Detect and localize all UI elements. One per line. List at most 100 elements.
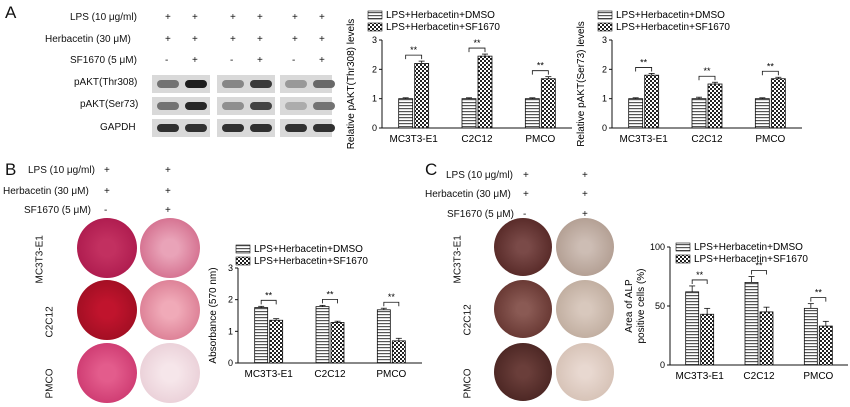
bar — [744, 282, 759, 366]
stained-well — [556, 280, 614, 338]
treatment-label: Herbacetin (30 μM) — [3, 186, 89, 197]
chart-alp-area: 0 50 100 Area of ALP positive cells (%) ** MC3… — [624, 242, 848, 382]
y-axis-label: Relative pAKT(Ser73) levels — [576, 21, 587, 147]
y-axis-label: Area of ALP — [624, 279, 635, 333]
stained-well — [494, 218, 552, 276]
y-tick-label: 1 — [228, 326, 233, 336]
legend-label: LPS+Herbacetin+DMSO — [254, 244, 363, 255]
treatment-mark: + — [230, 34, 236, 45]
x-tick-label: PMCO — [755, 134, 785, 145]
chart-pakt-ser73: 0 1 2 3 Relative pAKT(Ser73) levels ** MC3T3-E… — [576, 10, 802, 147]
legend-swatch — [597, 22, 613, 32]
gel-strip — [152, 119, 210, 137]
bar — [707, 83, 723, 129]
blot-band — [285, 80, 307, 88]
significance-bracket — [383, 301, 400, 307]
treatment-mark: + — [582, 209, 588, 220]
treatment-mark: + — [230, 12, 236, 23]
treatment-mark: + — [523, 189, 529, 200]
treatment-mark: + — [257, 34, 263, 45]
treatment-mark: - — [165, 55, 169, 66]
significance-label: ** — [326, 289, 334, 299]
legend-swatch — [235, 244, 251, 254]
treatment-label: LPS (10 μg/ml) — [28, 165, 95, 176]
treatment-mark: + — [319, 12, 325, 23]
blot-band — [250, 102, 272, 110]
stained-well — [77, 280, 137, 340]
x-tick-label: C2C12 — [314, 369, 346, 380]
y-tick-label: 3 — [602, 35, 607, 45]
x-tick-label: PMCO — [803, 371, 833, 382]
blot-band — [285, 124, 307, 132]
stained-well — [140, 280, 200, 340]
chart-absorbance: 0 1 2 3 Absorbance (570 nm) ** MC3T3-E1 ** C2C12… — [208, 244, 422, 380]
significance-label: ** — [767, 61, 775, 71]
blot-band — [157, 102, 179, 110]
significance-bracket — [698, 75, 716, 81]
bar — [628, 98, 644, 129]
bar — [540, 78, 556, 129]
treatment-mark: + — [165, 205, 171, 216]
legend-swatch — [597, 10, 613, 20]
treatment-mark: - — [523, 209, 527, 220]
legend-swatch — [367, 10, 383, 20]
x-tick-label: C2C12 — [743, 371, 775, 382]
bar — [376, 309, 391, 364]
blot-band — [222, 102, 244, 110]
legend-label: LPS+Herbacetin+DMSO — [386, 10, 495, 21]
stained-well — [77, 218, 137, 278]
blot-band — [250, 80, 272, 88]
bar — [398, 98, 414, 129]
bar — [818, 325, 833, 366]
y-tick-label: 1 — [372, 94, 377, 104]
stained-well — [140, 343, 200, 403]
blot-band — [250, 124, 272, 132]
bar — [700, 313, 715, 366]
bar — [254, 307, 269, 364]
y-tick-label: 2 — [602, 64, 607, 74]
bar — [644, 74, 660, 129]
treatment-label: SF1670 (5 μM) — [24, 205, 91, 216]
treatment-mark: + — [319, 34, 325, 45]
legend-label: LPS+Herbacetin+SF1670 — [694, 254, 808, 265]
bar — [691, 98, 707, 129]
gel-strip — [217, 75, 275, 93]
blot-band — [157, 124, 179, 132]
significance-label: ** — [815, 288, 823, 298]
panel-letter-a: A — [5, 3, 17, 22]
stained-well — [494, 343, 552, 401]
significance-label: ** — [537, 61, 545, 71]
treatment-mark: + — [582, 189, 588, 200]
x-tick-label: PMCO — [525, 134, 555, 145]
bar — [391, 340, 406, 364]
bar — [759, 311, 774, 366]
blot-label: pAKT(Thr308) — [74, 77, 138, 88]
y-axis-label: positive cells (%) — [636, 268, 647, 343]
treatment-mark: + — [257, 55, 263, 66]
legend-label: LPS+Herbacetin+SF1670 — [616, 22, 730, 33]
significance-label: ** — [640, 57, 648, 67]
treatment-mark: - — [104, 205, 108, 216]
stained-well — [556, 343, 614, 401]
significance-label: ** — [388, 292, 396, 302]
significance-label: ** — [755, 261, 763, 271]
panel-letter-b: B — [5, 160, 17, 179]
significance-bracket — [761, 70, 779, 76]
y-tick-label: 0 — [372, 123, 377, 133]
treatment-mark: + — [257, 12, 263, 23]
blot-band — [222, 124, 244, 132]
significance-label: ** — [696, 270, 704, 280]
bar — [524, 98, 540, 129]
bar — [330, 322, 345, 364]
chart-pakt-thr308: 0 1 2 3 Relative pAKT(Thr308) levels ** MC3T3-… — [346, 10, 572, 150]
well-row-label: C2C12 — [44, 306, 56, 338]
gel-strip — [217, 97, 275, 115]
well-row-label: C2C12 — [462, 304, 474, 336]
legend-label: LPS+Herbacetin+SF1670 — [386, 22, 500, 33]
treatment-label: Herbacetin (30 μM) — [425, 189, 511, 200]
y-axis-label: Relative pAKT(Thr308) levels — [346, 19, 357, 150]
significance-bracket — [810, 297, 827, 302]
bar — [269, 319, 284, 364]
stained-well — [140, 218, 200, 278]
y-tick-label: 2 — [228, 295, 233, 305]
